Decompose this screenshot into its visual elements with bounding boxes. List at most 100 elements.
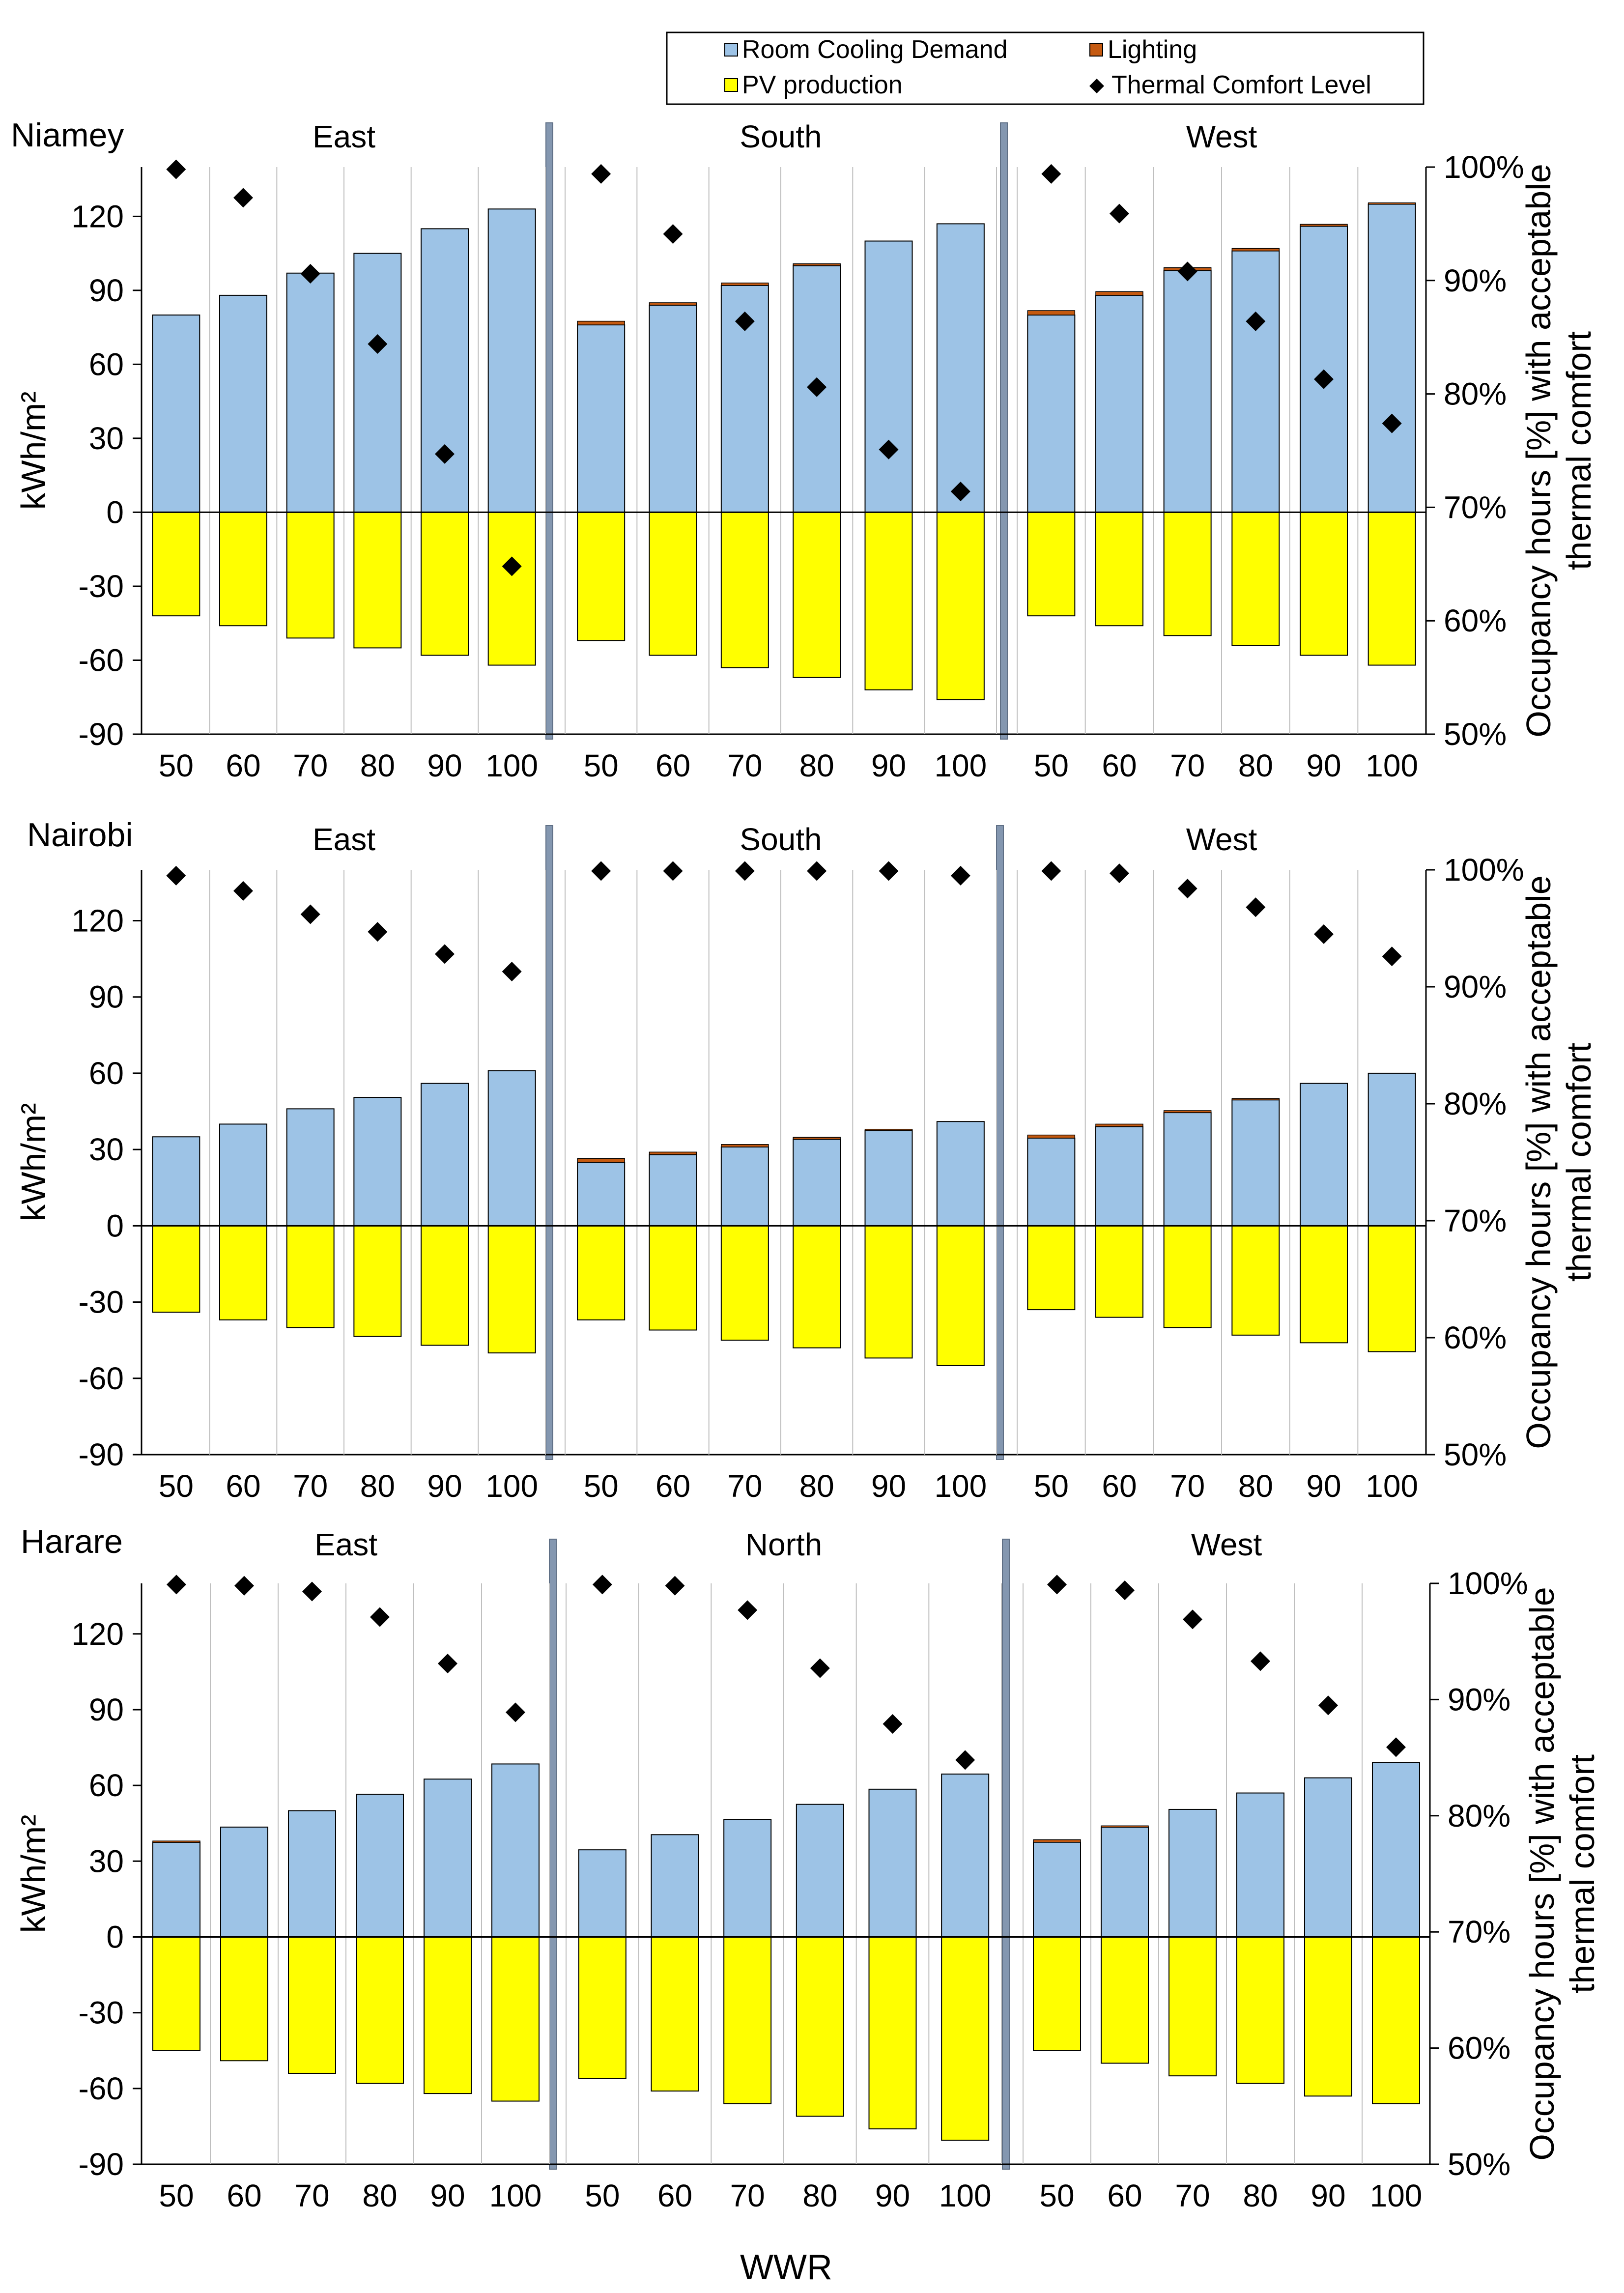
comfort-marker: [502, 556, 522, 576]
bar-pv: [1304, 1936, 1352, 2097]
bar-pv: [1236, 1936, 1284, 2084]
bar-pv: [288, 1936, 336, 2074]
bar-pv: [152, 1936, 200, 2051]
x-tick-label: 80: [362, 2178, 397, 2213]
x-tick-label: 70: [1170, 1468, 1205, 1504]
comfort-marker: [807, 377, 827, 397]
x-tick-label: 100: [485, 748, 538, 783]
bar-pv: [864, 1225, 913, 1359]
x-tick-label: 90: [1311, 2178, 1345, 2213]
comfort-marker: [1047, 1575, 1067, 1595]
comfort-marker: [435, 944, 455, 964]
group-separator: [996, 825, 1004, 1460]
bar-pv: [649, 1225, 697, 1331]
bar-pv: [1027, 512, 1076, 617]
orientation-label: East: [314, 1527, 377, 1562]
x-tick-label: 50: [585, 2178, 620, 2213]
y2-tick-label: 90%: [1444, 263, 1507, 298]
bar-pv: [220, 1936, 268, 2062]
bar-cooling: [577, 1162, 626, 1227]
bar-cooling: [1033, 1841, 1081, 1938]
bar-pv: [1368, 512, 1416, 666]
bar-pv: [868, 1936, 917, 2130]
bar-pv: [491, 1936, 540, 2102]
bar-cooling: [1101, 1826, 1149, 1938]
x-tick-label: 90: [1306, 1468, 1341, 1504]
x-tick-label: 90: [871, 748, 906, 783]
y-tick-label: 0: [106, 1919, 124, 1954]
x-tick-label: 90: [427, 1468, 462, 1504]
comfort-marker: [1246, 311, 1266, 331]
y2-tick-label: 90%: [1448, 1682, 1510, 1717]
bar-cooling: [723, 1819, 772, 1938]
bar-pv: [1163, 1225, 1212, 1328]
bar-cooling: [864, 240, 913, 513]
x-tick-label: 70: [1170, 748, 1205, 783]
x-tick-label: 100: [934, 1468, 987, 1504]
y2-tick-label: 50%: [1444, 1437, 1507, 1472]
bar-lighting: [1027, 1134, 1076, 1139]
bar-cooling: [424, 1778, 472, 1938]
bar-lighting: [1231, 248, 1280, 252]
bar-cooling: [1304, 1777, 1352, 1938]
bar-pv: [1163, 512, 1212, 636]
y2-tick-label: 70%: [1448, 1914, 1510, 1949]
legend: Room Cooling Demand Lighting PV producti…: [666, 31, 1425, 105]
comfort-marker: [807, 861, 827, 881]
x-tick-label: 70: [727, 748, 762, 783]
x-tick-label: 90: [427, 748, 462, 783]
comfort-marker: [1314, 369, 1334, 389]
y2-axis-title-line1: Occupancy hours [%] with acceptable: [1519, 164, 1558, 737]
y-axis-title: kWh/m²: [14, 1814, 53, 1933]
comfort-marker: [166, 865, 186, 886]
bar-cooling: [720, 1146, 769, 1227]
comfort-marker: [435, 444, 455, 464]
comfort-marker: [810, 1658, 830, 1678]
bar-cooling: [649, 1154, 697, 1227]
y2-tick-label: 70%: [1444, 489, 1507, 525]
bar-cooling: [487, 1070, 536, 1227]
bar-lighting: [864, 1128, 913, 1131]
comfort-marker: [663, 861, 683, 881]
legend-swatch-pv: [724, 78, 738, 92]
bar-cooling: [1236, 1792, 1284, 1938]
city-label: Niamey: [11, 116, 124, 154]
bar-pv: [864, 512, 913, 690]
y-tick-label: 0: [106, 1208, 124, 1243]
y2-tick-label: 50%: [1448, 2147, 1510, 2182]
bar-pv: [286, 1225, 335, 1328]
bar-pv: [941, 1936, 990, 2141]
bar-pv: [356, 1936, 404, 2084]
bar-cooling: [421, 228, 469, 513]
orientation-label: East: [313, 822, 375, 857]
x-tick-label: 70: [294, 2178, 329, 2213]
bar-pv: [1231, 1225, 1280, 1336]
bar-cooling: [1368, 203, 1416, 513]
y-tick-label: 30: [89, 1132, 124, 1167]
x-tick-label: 100: [934, 748, 987, 783]
y-tick-label: -60: [79, 2071, 124, 2106]
y2-tick-label: 80%: [1444, 376, 1507, 412]
bar-cooling: [1027, 315, 1076, 513]
x-tick-label: 80: [799, 748, 834, 783]
x-tick-label: 60: [226, 748, 260, 783]
bar-cooling: [356, 1794, 404, 1938]
bar-cooling: [1095, 1126, 1143, 1227]
orientation-label: South: [740, 822, 822, 857]
comfort-marker: [300, 904, 320, 924]
comfort-marker: [438, 1654, 457, 1674]
bar-cooling: [353, 1097, 402, 1227]
bar-pv: [1300, 512, 1348, 656]
comfort-marker: [735, 861, 755, 881]
group-separator: [545, 825, 553, 1460]
bar-lighting: [1027, 310, 1076, 315]
y-tick-label: 60: [89, 1056, 124, 1091]
bar-pv: [487, 1225, 536, 1354]
bar-pv: [720, 1225, 769, 1341]
bar-cooling: [649, 304, 697, 513]
bar-pv: [353, 512, 402, 649]
x-tick-label: 100: [1370, 2178, 1423, 2213]
bar-lighting: [1231, 1098, 1280, 1100]
y2-axis-title-line1: Occupancy hours [%] with acceptable: [1523, 1587, 1561, 2160]
bar-cooling: [1300, 226, 1348, 513]
